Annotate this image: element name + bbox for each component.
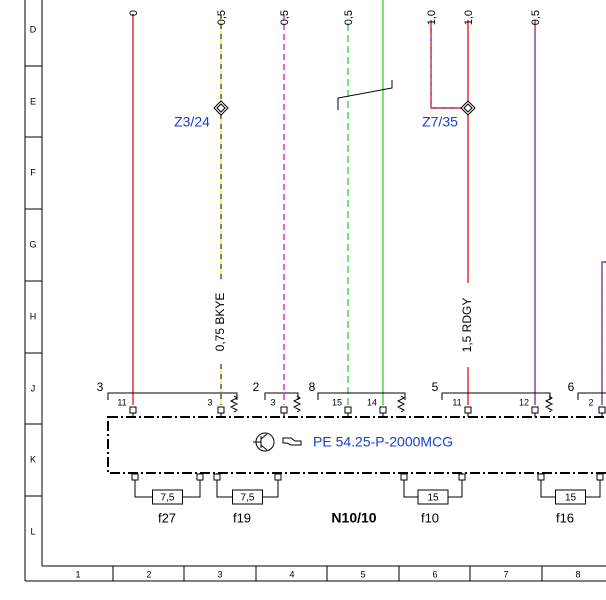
fuse-pin: [537, 473, 545, 481]
wire-size: 0,5: [343, 10, 355, 25]
pin-number: 11: [452, 397, 461, 407]
row-label: K: [30, 454, 36, 464]
fuse-pin: [458, 473, 466, 481]
fuse-lead: [585, 473, 601, 498]
pin: [598, 406, 606, 414]
wire-label: 1,5 RDGY: [460, 298, 474, 353]
pin: [129, 406, 137, 414]
row-label: F: [30, 167, 36, 177]
column-label: 6: [432, 569, 437, 579]
fuse-lead: [216, 473, 233, 498]
connector-number: 3: [97, 380, 104, 394]
column-label: 1: [75, 569, 80, 579]
column-label: 8: [575, 569, 580, 579]
wire-size: 0,5: [279, 10, 291, 25]
row-label: L: [30, 526, 35, 536]
pin-number: 2: [588, 397, 593, 407]
fuse-body: [417, 489, 449, 505]
pin: [464, 406, 472, 414]
fuse-lead: [262, 473, 279, 498]
fuse-lead: [182, 473, 201, 498]
row-label: E: [30, 96, 36, 106]
fuse-rating: 7,5: [161, 493, 175, 504]
row-label: G: [29, 239, 36, 249]
wire-label: 0,75 BKYE: [213, 293, 227, 352]
row-label: H: [30, 311, 37, 321]
column-label: 5: [360, 569, 365, 579]
fuse-name: f16: [556, 510, 574, 525]
column-label: 7: [503, 569, 508, 579]
fuse-body: [232, 489, 263, 505]
connector-number: 2: [253, 380, 260, 394]
pin-number: 11: [117, 397, 126, 407]
row-label: J: [31, 383, 36, 393]
splice-label: Z3/24: [174, 114, 210, 130]
pin: [280, 406, 288, 414]
component-name: N10/10: [331, 510, 376, 526]
pin: [344, 406, 352, 414]
label-gap: [461, 283, 475, 367]
pin: [379, 406, 387, 414]
wire-size: 0,5: [216, 10, 228, 25]
wire-size: 1,0: [463, 10, 475, 25]
pin: [531, 406, 539, 414]
column-label: 3: [217, 569, 222, 579]
fuse-lead: [540, 473, 556, 498]
connector-number: 8: [309, 380, 316, 394]
fuse-pin: [400, 473, 408, 481]
fuse-lead: [403, 473, 418, 498]
pin-number: 15: [332, 397, 342, 407]
pin-number: 3: [207, 397, 212, 407]
fuse-body: [555, 489, 586, 505]
pins: 11 3 3 15 14 11 12 2: [117, 397, 606, 417]
wires: [132, 0, 606, 405]
wire-size: 0,5: [530, 10, 542, 25]
column-label: 2: [146, 569, 151, 579]
column-label: 4: [289, 569, 294, 579]
pin: [217, 406, 225, 414]
fuse-lead: [134, 473, 153, 498]
label-gap: [214, 280, 228, 364]
fuse-rating: 7,5: [241, 493, 255, 504]
fuse-pin: [131, 473, 139, 481]
fuse-name: f19: [233, 510, 251, 525]
fuse-lead: [448, 473, 463, 498]
frame: [24, 0, 606, 582]
row-label: D: [30, 24, 37, 34]
connector-number: 5: [432, 380, 439, 394]
fuse-pin: [596, 473, 604, 481]
fuse-pin: [213, 473, 221, 481]
pin-number: 12: [519, 397, 529, 407]
fuse-rating: 15: [427, 493, 439, 504]
reference: PE 54.25-P-2000MCG: [313, 434, 453, 450]
fuse-rating: 15: [565, 493, 577, 504]
splice-label: Z7/35: [422, 114, 458, 130]
pin-number: 3: [270, 397, 275, 407]
wire-size: 0: [128, 10, 140, 16]
fuse-pin: [274, 473, 282, 481]
fuse-pin: [196, 473, 204, 481]
fuses: 7,5 f27 7,5 f19 15 f10 15 f16: [131, 473, 604, 525]
fuse-name: f27: [158, 510, 176, 525]
wire-size: 1,0: [426, 10, 438, 25]
connectors: [107, 392, 606, 474]
pin-number: 14: [367, 397, 377, 407]
connector-number: 6: [568, 380, 575, 394]
fuse-name: f10: [421, 510, 439, 525]
fuse-body: [152, 489, 183, 505]
